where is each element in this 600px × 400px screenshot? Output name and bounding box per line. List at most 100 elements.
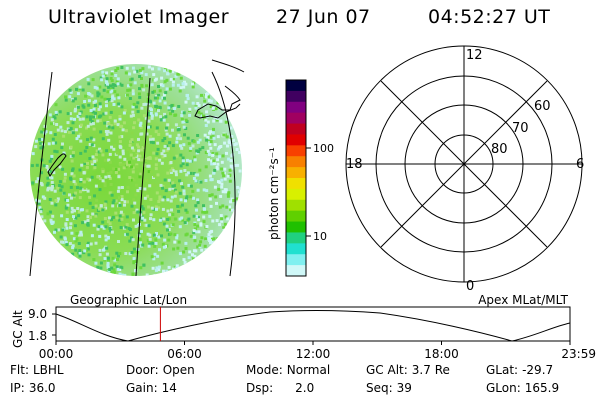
- image-pixel: [116, 267, 120, 271]
- image-pixel: [113, 90, 117, 94]
- image-pixel: [72, 174, 76, 178]
- image-pixel: [43, 219, 47, 223]
- image-pixel: [73, 224, 77, 228]
- image-pixel: [207, 158, 211, 162]
- image-pixel: [197, 216, 200, 220]
- image-pixel: [103, 158, 107, 162]
- image-pixel: [159, 115, 163, 119]
- image-pixel: [230, 135, 234, 138]
- image-pixel: [226, 194, 230, 198]
- mode-label: Mode:: [246, 363, 283, 377]
- image-pixel: [206, 95, 210, 99]
- image-pixel: [229, 126, 233, 130]
- image-pixel: [129, 78, 133, 82]
- image-pixel: [82, 171, 86, 175]
- image-pixel: [118, 115, 122, 118]
- image-pixel: [96, 265, 100, 269]
- orbit-x-tick-label: 18:00: [424, 347, 459, 361]
- image-pixel: [55, 123, 59, 126]
- gcalt-label: GC Alt:: [366, 363, 408, 377]
- image-pixel: [54, 103, 58, 107]
- image-pixel: [73, 117, 76, 121]
- image-pixel: [172, 267, 175, 271]
- seq-status: Seq: 39: [366, 381, 412, 395]
- image-pixel: [37, 201, 41, 205]
- image-pixel: [85, 115, 89, 119]
- image-pixel: [69, 145, 73, 149]
- image-pixel: [87, 103, 91, 107]
- image-pixel: [229, 208, 233, 212]
- image-pixel: [236, 163, 240, 167]
- image-pixel: [138, 187, 142, 190]
- image-pixel: [131, 178, 134, 182]
- image-pixel: [147, 65, 151, 69]
- image-pixel: [123, 109, 127, 112]
- image-pixel: [217, 155, 221, 159]
- image-pixel: [202, 103, 206, 107]
- color-bar-swatch: [286, 243, 306, 255]
- image-pixel: [206, 120, 210, 124]
- image-pixel: [72, 195, 76, 199]
- image-pixel: [89, 242, 93, 246]
- image-pixel: [147, 170, 151, 174]
- image-pixel: [73, 97, 77, 101]
- image-pixel: [101, 179, 105, 183]
- coastline-top: [211, 59, 245, 73]
- image-pixel: [161, 155, 165, 159]
- image-pixel: [63, 179, 67, 183]
- image-pixel: [48, 113, 52, 117]
- image-pixel: [120, 273, 124, 276]
- image-pixel: [211, 153, 215, 157]
- image-pixel: [151, 141, 155, 145]
- image-pixel: [162, 222, 166, 226]
- image-pixel: [121, 213, 125, 217]
- image-pixel: [148, 242, 152, 246]
- image-pixel: [183, 261, 187, 264]
- image-pixel: [132, 261, 136, 265]
- image-pixel: [131, 238, 135, 242]
- image-pixel: [65, 218, 69, 221]
- image-pixel: [94, 241, 98, 245]
- image-pixel: [89, 118, 92, 122]
- image-pixel: [107, 138, 111, 142]
- image-pixel: [210, 241, 214, 244]
- image-pixel: [60, 185, 64, 189]
- image-pixel: [108, 176, 112, 180]
- ip-label: IP:: [10, 381, 25, 395]
- image-pixel: [79, 190, 83, 194]
- image-pixel: [60, 214, 64, 218]
- earth-image: [30, 64, 242, 276]
- image-pixel: [145, 223, 149, 227]
- image-pixel: [175, 234, 179, 238]
- image-pixel: [113, 143, 117, 147]
- image-pixel: [163, 69, 167, 73]
- image-pixel: [196, 140, 200, 144]
- image-pixel: [111, 204, 115, 208]
- image-pixel: [182, 125, 186, 129]
- image-pixel: [144, 116, 148, 120]
- image-pixel: [202, 207, 206, 211]
- image-pixel: [58, 184, 62, 187]
- image-pixel: [110, 79, 114, 83]
- image-pixel: [138, 75, 142, 78]
- image-pixel: [81, 117, 85, 121]
- image-pixel: [193, 155, 197, 159]
- color-bar-label-100: 100: [313, 142, 334, 155]
- image-pixel: [226, 174, 230, 178]
- image-pixel: [216, 147, 220, 151]
- image-pixel: [104, 200, 108, 204]
- image-pixel: [88, 143, 92, 146]
- image-pixel: [46, 212, 50, 216]
- image-pixel: [124, 164, 128, 168]
- image-pixel: [137, 158, 141, 162]
- image-pixel: [223, 188, 227, 192]
- image-pixel: [227, 157, 231, 161]
- image-pixel: [212, 237, 216, 241]
- image-pixel: [209, 99, 213, 103]
- image-pixel: [146, 239, 150, 243]
- image-pixel: [160, 116, 164, 120]
- image-pixel: [114, 199, 118, 203]
- image-pixel: [154, 112, 158, 116]
- image-pixel: [108, 268, 112, 271]
- image-pixel: [142, 114, 146, 118]
